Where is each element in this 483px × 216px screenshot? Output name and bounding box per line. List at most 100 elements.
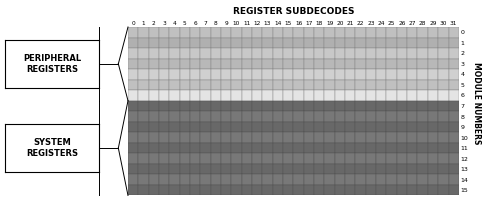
Bar [366,132,376,143]
Bar [335,48,345,59]
Bar [159,90,170,101]
Bar [345,185,355,195]
Bar [242,153,252,164]
Bar [449,101,459,111]
Bar [449,132,459,143]
Bar [314,38,325,48]
Bar [252,59,262,69]
Bar [386,80,397,90]
Bar [417,122,428,132]
Bar [221,101,231,111]
Bar [417,143,428,153]
Bar [345,122,355,132]
Bar [355,185,366,195]
Bar [128,143,138,153]
Bar [159,80,170,90]
Bar [128,80,138,90]
Bar [200,132,211,143]
Bar [294,38,304,48]
Bar [314,90,325,101]
Bar [170,59,180,69]
Bar [386,48,397,59]
Bar [335,101,345,111]
Bar [231,69,242,80]
Bar [170,132,180,143]
Bar [252,27,262,38]
Bar [386,143,397,153]
Bar [366,122,376,132]
Bar [231,111,242,122]
Bar [345,111,355,122]
Bar [314,122,325,132]
Bar [242,38,252,48]
Bar [231,143,242,153]
Text: SYSTEM
REGISTERS: SYSTEM REGISTERS [26,138,78,158]
Bar [262,153,273,164]
Bar [242,122,252,132]
Bar [397,111,407,122]
Bar [304,185,314,195]
Bar [262,185,273,195]
Bar [376,164,386,175]
Bar [180,153,190,164]
Bar [252,153,262,164]
Bar [397,175,407,185]
Bar [273,143,283,153]
Bar [262,101,273,111]
Bar [221,38,231,48]
Bar [407,80,417,90]
Bar [252,185,262,195]
Bar [397,27,407,38]
Bar [190,175,200,185]
Bar [242,101,252,111]
Bar [283,111,294,122]
Bar [376,90,386,101]
Bar [386,69,397,80]
Bar [397,153,407,164]
Bar [386,90,397,101]
Bar [428,38,438,48]
Bar [283,153,294,164]
Bar [397,143,407,153]
Bar [325,48,335,59]
Bar [438,69,449,80]
Bar [221,90,231,101]
Bar [397,69,407,80]
Bar [128,38,138,48]
Bar [170,38,180,48]
Bar [149,111,159,122]
Bar [170,111,180,122]
Bar [149,122,159,132]
Bar [242,185,252,195]
Bar [159,153,170,164]
Bar [407,153,417,164]
Bar [159,132,170,143]
Bar [180,122,190,132]
Bar [386,164,397,175]
Bar [128,122,138,132]
Bar [190,48,200,59]
Bar [180,164,190,175]
Bar [355,122,366,132]
Bar [159,69,170,80]
Bar [386,185,397,195]
Bar [345,90,355,101]
Bar [273,153,283,164]
Bar [417,90,428,101]
Bar [200,175,211,185]
Bar [231,48,242,59]
Bar [325,69,335,80]
Text: PERIPHERAL
REGISTERS: PERIPHERAL REGISTERS [23,54,81,74]
Bar [159,38,170,48]
Bar [417,27,428,38]
Bar [449,111,459,122]
Bar [231,175,242,185]
Bar [294,90,304,101]
Bar [345,132,355,143]
Bar [273,185,283,195]
Bar [211,38,221,48]
Bar [314,175,325,185]
Bar [366,69,376,80]
Bar [200,48,211,59]
Bar [376,101,386,111]
